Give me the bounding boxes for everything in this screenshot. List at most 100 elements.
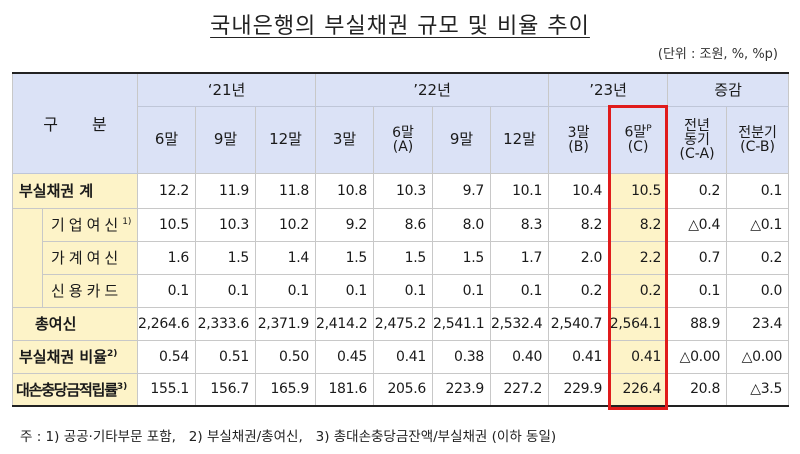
table-cell: 9.2 bbox=[315, 207, 375, 242]
table-body: 부실채권 계 12.2 11.9 11.8 10.8 10.3 9.7 10.1 10.4 10.… bbox=[12, 172, 790, 407]
table-cell: 205.6 bbox=[373, 372, 434, 407]
table-cell: 1.5 bbox=[315, 240, 375, 275]
table-cell: 0.41 bbox=[548, 339, 610, 374]
table-cell: 229.9 bbox=[548, 372, 610, 407]
table-cell: 10.4 bbox=[548, 172, 610, 209]
table-cell: △0.00 bbox=[726, 339, 790, 374]
col-label: 9말 bbox=[449, 130, 474, 148]
table-cell: 88.9 bbox=[667, 306, 728, 341]
table-cell: 8.2 bbox=[548, 207, 610, 242]
col-label-2: 동기 bbox=[684, 131, 710, 148]
col-label: 12말 bbox=[503, 130, 536, 148]
table-cell: 12.2 bbox=[137, 172, 196, 209]
table-cell: 0.1 bbox=[726, 172, 790, 209]
table-cell: 0.51 bbox=[195, 339, 256, 374]
table-cell: 8.3 bbox=[490, 207, 550, 242]
table-cell: △0.00 bbox=[667, 339, 728, 374]
table-cell: 0.38 bbox=[432, 339, 492, 374]
category-header-left: 구 bbox=[43, 115, 58, 135]
table-cell: 0.54 bbox=[137, 339, 196, 374]
table-cell: 0.1 bbox=[315, 273, 375, 308]
col-label: 6말 bbox=[392, 124, 414, 141]
change-group: 증감 bbox=[667, 72, 790, 107]
col-label: 전분기 bbox=[738, 124, 777, 141]
col-sublabel: (B) bbox=[568, 138, 589, 155]
table-cell: 181.6 bbox=[315, 372, 375, 407]
row-label-text: 가계여신 bbox=[51, 249, 123, 267]
table-cell: 0.1 bbox=[137, 273, 196, 308]
col-qoq: 전분기 (C-B) bbox=[726, 105, 790, 174]
table-cell: 10.5 bbox=[137, 207, 196, 242]
table-cell: 23.4 bbox=[726, 306, 790, 341]
table-cell: 0.1 bbox=[254, 273, 317, 308]
footnote-mark: 3) bbox=[116, 381, 128, 392]
table-cell: 0.1 bbox=[195, 273, 256, 308]
row-label: 총여신 bbox=[12, 306, 138, 341]
row-label: 대손충당금적립률3) bbox=[12, 372, 138, 407]
row-label-text: 부실채권 계 bbox=[19, 182, 94, 200]
table-row: 대손충당금적립률3) 155.1 156.7 165.9 181.6 205.6 223.9… bbox=[12, 372, 790, 407]
table-cell: 1.6 bbox=[137, 240, 196, 275]
table-cell: 0.41 bbox=[608, 339, 669, 374]
table-cell: 0.1 bbox=[432, 273, 492, 308]
table-cell: 0.7 bbox=[667, 240, 728, 275]
table-cell: 20.8 bbox=[667, 372, 728, 407]
table-cell: 0.2 bbox=[667, 172, 728, 209]
table-cell: 0.45 bbox=[315, 339, 375, 374]
col-sublabel: (C) bbox=[627, 138, 649, 155]
table-cell: 9.7 bbox=[432, 172, 492, 209]
header-row-periods: 6말 9말 12말 3말 6말 (A) 9말 12말 3말 (B) 6말P (C) 전… bbox=[13, 105, 790, 174]
unit-label: (단위 : 조원, %, %p) bbox=[657, 47, 778, 62]
table-cell: △0.4 bbox=[667, 207, 728, 242]
col-label: 3말 bbox=[567, 124, 590, 141]
table-cell: 2,264.6 bbox=[137, 306, 196, 341]
table-cell: 8.6 bbox=[373, 207, 434, 242]
col-label: 9말 bbox=[213, 130, 238, 148]
col-22-12: 12말 bbox=[490, 105, 550, 174]
table-cell: 2,532.4 bbox=[490, 306, 550, 341]
table-row: 가계여신 1.6 1.5 1.4 1.5 1.5 1.5 1.7 2.0 2.2 0.7 0.2 bbox=[13, 240, 790, 275]
page-title: 국내은행의 부실채권 규모 및 비율 추이 bbox=[0, 8, 800, 40]
table-cell: 1.5 bbox=[432, 240, 492, 275]
table-cell: 8.0 bbox=[432, 207, 492, 242]
col-21-12: 12말 bbox=[254, 105, 317, 174]
table-cell: 2.2 bbox=[608, 240, 669, 275]
table-cell: 0.2 bbox=[726, 240, 790, 275]
row-label-text: 신용카드 bbox=[51, 282, 123, 300]
table-cell: 227.2 bbox=[490, 372, 550, 407]
table-cell: 1.4 bbox=[254, 240, 317, 275]
col-label: 12말 bbox=[269, 130, 302, 148]
col-21-6: 6말 bbox=[137, 105, 196, 174]
table-cell: 155.1 bbox=[137, 372, 196, 407]
col-label: 3말 bbox=[332, 130, 357, 148]
row-label-text: 부실채권 비율 bbox=[19, 348, 108, 366]
table-cell: 2,541.1 bbox=[432, 306, 492, 341]
table-cell: 11.8 bbox=[254, 172, 317, 209]
table-cell: 0.50 bbox=[254, 339, 317, 374]
table-cell: 0.0 bbox=[726, 273, 790, 308]
col-sublabel: (A) bbox=[392, 138, 414, 155]
year-group-23: ’23년 bbox=[548, 72, 669, 107]
table-cell: 2,540.7 bbox=[548, 306, 610, 341]
table-cell: △3.5 bbox=[726, 372, 790, 407]
row-label: 가계여신 bbox=[42, 240, 138, 275]
table-cell: 0.1 bbox=[667, 273, 728, 308]
table-cell: 10.8 bbox=[315, 172, 375, 209]
footnote-mark: 1) bbox=[122, 217, 132, 227]
table-cell: 165.9 bbox=[254, 372, 317, 407]
table-cell: 1.5 bbox=[373, 240, 434, 275]
preliminary-mark: P bbox=[646, 124, 652, 135]
table-row: 기업여신1) 10.5 10.3 10.2 9.2 8.6 8.0 8.3 8.2 8.2 △0.4… bbox=[12, 207, 790, 307]
table-cell: 10.3 bbox=[195, 207, 256, 242]
footnote-mark: 2) bbox=[107, 349, 118, 359]
col-yoy: 전년 동기 (C-A) bbox=[667, 105, 728, 174]
row-label: 신용카드 bbox=[42, 273, 138, 308]
col-label: 전년 bbox=[684, 117, 710, 134]
indent-spacer bbox=[12, 208, 43, 307]
table-cell: 0.1 bbox=[373, 273, 434, 308]
col-label: 6말 bbox=[154, 130, 179, 148]
table-cell: 10.5 bbox=[608, 172, 669, 209]
col-sublabel: (C-B) bbox=[740, 138, 775, 155]
